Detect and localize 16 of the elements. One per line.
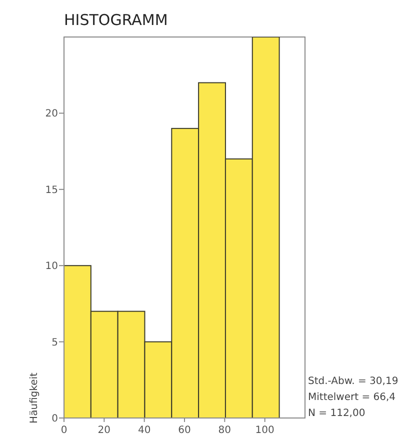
y-tick-label: 10 xyxy=(45,261,58,272)
y-tick-label: 20 xyxy=(45,108,58,120)
y-axis-title: Häufigkeit xyxy=(29,372,40,424)
chart-title: HISTOGRAMM xyxy=(64,11,168,29)
y-tick-label: 5 xyxy=(52,337,58,348)
text: Std.-Abw. = 30,19 xyxy=(308,376,398,387)
x-tick-label: 80 xyxy=(218,425,232,436)
x-tick-label: 0 xyxy=(60,425,68,436)
x-tick-label: 60 xyxy=(178,425,191,436)
text: N = 112,00 xyxy=(308,408,366,419)
x-tick-label: 20 xyxy=(98,425,111,436)
text: Mittelwert = 66,4 xyxy=(308,392,396,403)
x-tick-label: 40 xyxy=(138,425,151,436)
x-tick-label: 100 xyxy=(255,425,274,436)
y-tick-label: 0 xyxy=(52,414,58,424)
y-tick-label: 15 xyxy=(45,184,58,196)
